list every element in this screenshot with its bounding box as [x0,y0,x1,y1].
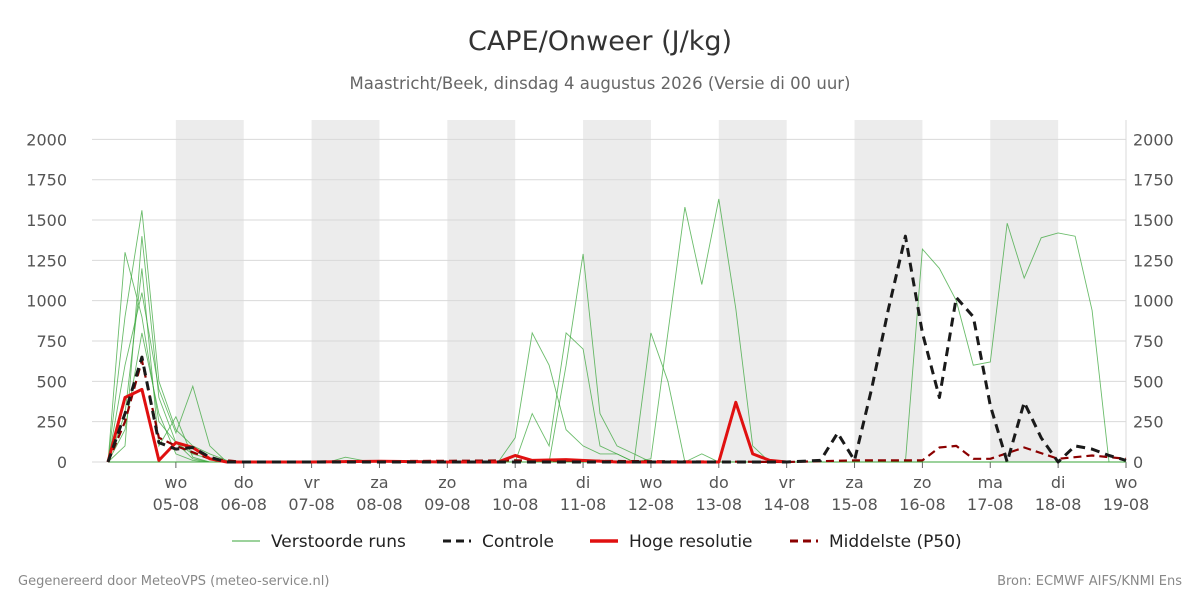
shaded-band-3 [583,120,651,462]
y-axis-left: 0 250 500 750 1000 1250 1500 1750 2000 [26,130,67,472]
y-tick-right-250: 250 [1133,413,1164,432]
x-tick-day-14-08: vr [779,473,795,492]
x-tick-day-06-08: do [234,473,254,492]
y-tick-left-250: 250 [36,413,67,432]
x-tick-day-17-08: ma [978,473,1003,492]
y-tick-right-0: 0 [1133,453,1143,472]
shaded-band-2 [447,120,516,462]
x-tick-date-11-08: 11-08 [560,495,607,514]
y-tick-left-2000: 2000 [26,130,67,149]
x-tick-date-14-08: 14-08 [763,495,810,514]
shaded-band-5 [854,120,923,462]
legend-label-control: Controle [482,532,554,552]
x-axis: wo 05-08 do 06-08 vr 07-08 za 08-08 zo 09-08 ma 10-… [153,462,1150,514]
legend-label-high_res: Hoge resolutie [629,532,753,552]
x-tick-date-12-08: 12-08 [628,495,675,514]
x-tick-day-18-08: di [1051,473,1066,492]
x-tick-day-05-08: wo [164,473,187,492]
y-tick-right-1750: 1750 [1133,171,1174,190]
x-tick-day-10-08: ma [503,473,528,492]
median-line [106,359,1127,464]
y-tick-right-500: 500 [1133,372,1164,391]
y-tick-left-500: 500 [36,372,67,391]
legend-label-median: Middelste (P50) [829,532,962,552]
y-tick-right-750: 750 [1133,332,1164,351]
x-tick-date-05-08: 05-08 [153,495,200,514]
x-tick-date-19-08: 19-08 [1103,495,1150,514]
shaded-band-4 [718,120,787,462]
shaded-band-0 [175,120,244,462]
shaded-band-1 [311,120,380,462]
legend: Verstoorde runs Controle Hoge resolutie Mid… [232,532,962,552]
control-line [106,234,1127,464]
y-tick-right-1000: 1000 [1133,292,1174,311]
y-tick-right-1250: 1250 [1133,251,1174,270]
x-tick-day-09-08: zo [438,473,456,492]
x-tick-date-17-08: 17-08 [967,495,1014,514]
x-tick-day-12-08: wo [639,473,662,492]
shaded-band-6 [990,120,1059,462]
x-tick-day-08-08: za [370,473,388,492]
chart-subtitle: Maastricht/Beek, dinsdag 4 augustus 2026… [349,74,850,93]
legend-label-perturbed: Verstoorde runs [271,532,406,552]
x-tick-date-16-08: 16-08 [899,495,946,514]
y-tick-left-1750: 1750 [26,171,67,190]
chart-title: CAPE/Onweer (J/kg) [468,26,732,57]
x-tick-day-07-08: vr [304,473,320,492]
y-tick-right-1500: 1500 [1133,211,1174,230]
y-tick-right-2000: 2000 [1133,130,1174,149]
y-tick-left-750: 750 [36,332,67,351]
y-tick-left-1500: 1500 [26,211,67,230]
x-tick-date-13-08: 13-08 [696,495,743,514]
x-tick-date-15-08: 15-08 [831,495,878,514]
x-tick-date-10-08: 10-08 [492,495,539,514]
y-tick-left-1250: 1250 [26,251,67,270]
footer-credit: Gegenereerd door MeteoVPS (meteo-service… [18,574,329,589]
y-axis-right: 0 250 500 750 1000 1250 1500 1750 2000 [1133,130,1174,472]
y-tick-left-1000: 1000 [26,292,67,311]
x-tick-date-18-08: 18-08 [1035,495,1082,514]
y-tick-left-0: 0 [57,453,67,472]
series-lines [106,198,1127,464]
footer-source: Bron: ECMWF AIFS/KNMI Ens [997,574,1182,589]
x-tick-day-13-08: do [709,473,729,492]
x-tick-date-08-08: 08-08 [356,495,403,514]
x-tick-day-15-08: za [845,473,863,492]
x-tick-date-06-08: 06-08 [220,495,267,514]
x-tick-date-07-08: 07-08 [288,495,335,514]
grid-lines [92,120,1127,463]
x-tick-date-09-08: 09-08 [424,495,471,514]
x-tick-day-16-08: zo [913,473,931,492]
weekend-bands [175,120,1059,462]
x-tick-day-19-08: wo [1115,473,1138,492]
x-tick-day-11-08: di [576,473,591,492]
